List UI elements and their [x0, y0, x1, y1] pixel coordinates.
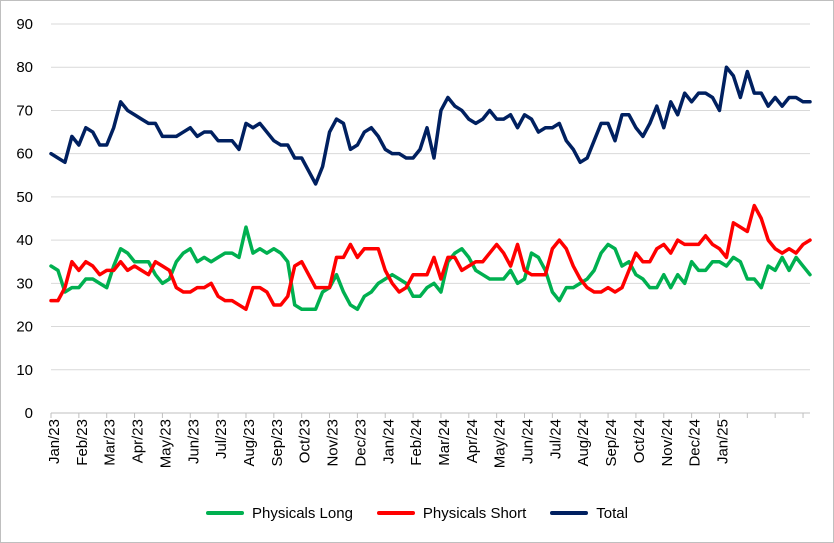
y-tick-label-90: 90: [16, 16, 33, 33]
series-line-physicals-short: [49, 203, 812, 312]
x-tick-label: Jan/23: [46, 419, 63, 464]
x-tick-label: May/24: [492, 419, 509, 468]
y-tick-label-80: 80: [16, 59, 33, 76]
gridlines: [51, 23, 810, 371]
y-tick-label-40: 40: [16, 232, 33, 249]
legend-swatch-physicals-long: [206, 511, 245, 515]
x-tick-label: Jul/23: [213, 419, 230, 459]
legend: Physicals Long Physicals Short Total: [0, 501, 834, 525]
x-tick-label: Feb/23: [74, 419, 91, 466]
y-tick-label-50: 50: [16, 189, 33, 206]
x-tick-label: Oct/23: [297, 419, 314, 463]
x-tick-label: Dec/23: [352, 419, 369, 467]
y-tick-label-60: 60: [16, 146, 33, 163]
y-tick-label-10: 10: [16, 362, 33, 379]
legend-label-physicals-long: Physicals Long: [252, 504, 353, 522]
x-tick-label: Aug/24: [575, 419, 592, 467]
x-tick-label: Jan/24: [380, 419, 397, 464]
y-tick-label-70: 70: [16, 102, 33, 119]
series-line-physicals-long: [49, 225, 812, 312]
x-tick-label: Jul/24: [547, 419, 564, 459]
legend-item-physicals-long: Physicals Long: [206, 505, 353, 522]
x-tick-label: Feb/24: [408, 419, 425, 466]
x-tick-label: Sep/23: [269, 419, 286, 467]
x-tick-label: Nov/24: [659, 419, 676, 467]
x-tick-label: Oct/24: [631, 419, 648, 463]
legend-swatch-physicals-short: [376, 511, 415, 515]
x-tick-label: Mar/23: [102, 419, 119, 466]
x-tick-label: Jun/24: [520, 419, 537, 464]
x-tick-label: Dec/24: [687, 419, 704, 467]
series-lines: [49, 65, 812, 312]
x-tick-label: Jun/23: [185, 419, 202, 464]
legend-item-physicals-short: Physicals Short: [376, 504, 527, 522]
legend-label-total: Total: [596, 504, 628, 522]
y-tick-label-0: 0: [25, 405, 33, 422]
x-tick-label: May/23: [157, 419, 174, 468]
x-tick-label: Apr/24: [464, 419, 481, 463]
x-tick-label: Mar/24: [436, 419, 453, 466]
legend-swatch-total: [550, 511, 589, 515]
y-axis-ticks: 0 10 20 30 40 50 60 70 80 90: [16, 16, 33, 422]
x-tick-label: Nov/23: [325, 419, 342, 467]
series-line-total: [49, 65, 812, 186]
x-axis-ticks: Jan/23 Feb/23 Mar/23 Apr/23 May/23 Jun/23 Jul/…: [46, 413, 804, 468]
y-tick-label-30: 30: [16, 275, 33, 292]
legend-item-total: Total: [550, 505, 628, 522]
x-tick-label: Sep/24: [603, 419, 620, 467]
legend-label-physicals-short: Physicals Short: [422, 504, 527, 522]
x-tick-label: Apr/23: [130, 419, 147, 463]
x-tick-label: Jan/25: [715, 419, 732, 464]
x-tick-label: Aug/23: [241, 419, 258, 467]
y-tick-label-20: 20: [16, 319, 33, 336]
